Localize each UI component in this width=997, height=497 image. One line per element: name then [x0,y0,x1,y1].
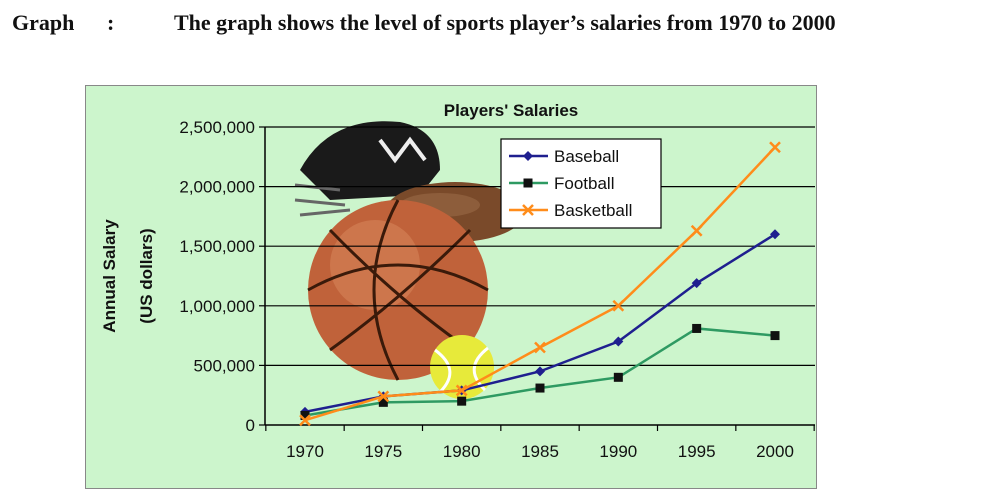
data-point-basketball [769,141,781,154]
y-tick-label: 0 [246,416,255,435]
x-tick-label: 1995 [678,442,716,461]
data-point-football [535,383,545,393]
x-tick-label: 1985 [521,442,559,461]
y-tick-label: 1,000,000 [179,297,255,316]
legend-label: Basketball [554,201,632,220]
heading-label: Graph [12,10,75,35]
y-axis-label: Annual Salary [100,219,119,333]
heading-description: The graph shows the level of sports play… [174,10,836,35]
legend-marker [523,151,533,161]
chart-title: Players' Salaries [444,101,578,120]
data-point-baseball [535,366,545,377]
data-point-football [692,323,702,333]
x-tick-label: 2000 [756,442,794,461]
data-point-basketball [534,341,546,354]
data-point-basketball [612,299,625,312]
y-tick-label: 2,000,000 [179,178,255,197]
football-helmet-icon [294,121,440,217]
data-point-football [613,372,623,382]
tennis-ball-icon [430,335,494,399]
data-point-football [770,331,780,341]
y-tick-label: 2,500,000 [179,118,255,137]
legend-marker [523,178,533,188]
legend-marker [522,204,534,216]
sports-imagery [294,121,525,399]
data-point-baseball [613,336,624,347]
legend: Baseball Football Basketball [500,138,662,229]
data-point-football [457,396,467,406]
data-point-basketball [455,384,468,397]
x-tick-label: 1980 [443,442,481,461]
data-point-basketball [299,414,311,427]
data-point-basketball [377,390,390,403]
data-point-baseball [770,229,780,240]
x-tick-label: 1970 [286,442,324,461]
data-point-football [378,397,388,407]
legend-label: Football [554,174,614,193]
data-point-basketball [690,224,703,237]
y-tick-label: 500,000 [194,356,255,375]
x-tick-label: 1990 [599,442,637,461]
x-tick-label: 1975 [364,442,402,461]
y-tick-label: 1,500,000 [179,237,255,256]
basketball-icon [307,199,489,381]
heading-colon: : [107,10,115,35]
legend-label: Baseball [554,147,619,166]
data-point-football [300,410,310,420]
y-axis-sublabel: (US dollars) [137,228,156,323]
data-point-baseball [691,278,702,289]
